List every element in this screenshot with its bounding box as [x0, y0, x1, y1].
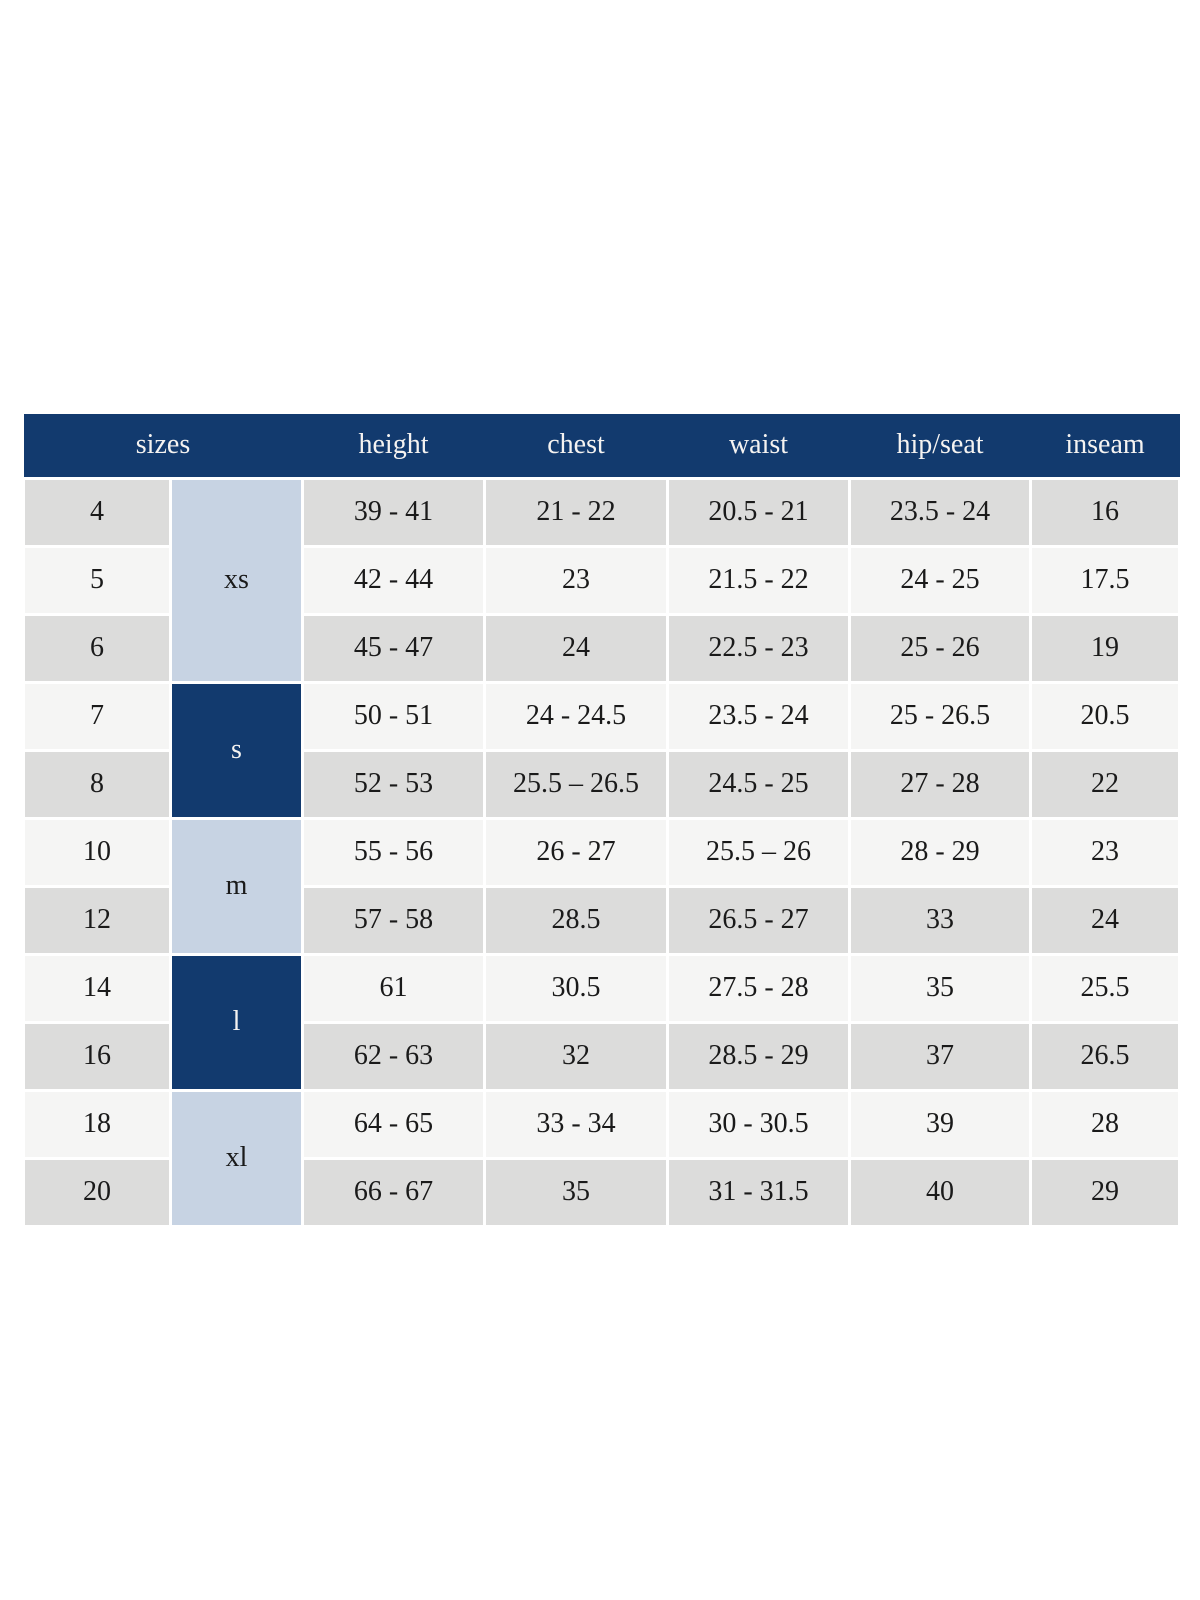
- height-cell: 52 - 53: [301, 748, 486, 820]
- height-cell: 39 - 41: [301, 476, 486, 548]
- table-row: 7 s 50 - 51 24 - 24.5 23.5 - 24 25 - 26.5 20.5: [22, 680, 1181, 820]
- hip-seat-cell: 37: [848, 1020, 1032, 1092]
- inseam-cell: 23: [1029, 816, 1181, 888]
- size-number-cell: 6: [22, 612, 172, 684]
- hip-seat-cell: 33: [848, 884, 1032, 956]
- chest-cell: 23: [483, 544, 669, 616]
- inseam-cell: 24: [1029, 884, 1181, 956]
- height-cell: 57 - 58: [301, 884, 486, 956]
- waist-cell: 24.5 - 25: [666, 748, 851, 820]
- waist-cell: 27.5 - 28: [666, 952, 851, 1024]
- table-row: 14 l 61 30.5 27.5 - 28 35 25.5: [22, 952, 1181, 1092]
- inseam-cell: 26.5: [1029, 1020, 1181, 1092]
- table-row: 12 57 - 58 28.5 26.5 - 27 33 24: [22, 884, 1181, 956]
- column-header-sizes: sizes: [23, 414, 303, 478]
- chest-cell: 35: [483, 1156, 669, 1228]
- size-chart: sizes height chest waist hip/seat inseam…: [22, 414, 1181, 1228]
- size-group-cell-xs: xs: [169, 476, 304, 684]
- height-cell: 42 - 44: [301, 544, 486, 616]
- table-row: 10 m 55 - 56 26 - 27 25.5 – 26 28 - 29 23: [22, 816, 1181, 956]
- height-cell: 66 - 67: [301, 1156, 486, 1228]
- chest-cell: 26 - 27: [483, 816, 669, 888]
- size-number-cell: 12: [22, 884, 172, 956]
- size-number-cell: 10: [22, 816, 172, 888]
- size-group-cell-xl: xl: [169, 1088, 304, 1228]
- inseam-cell: 17.5: [1029, 544, 1181, 616]
- hip-seat-cell: 25 - 26.5: [848, 680, 1032, 752]
- height-cell: 55 - 56: [301, 816, 486, 888]
- column-header-height: height: [302, 414, 485, 478]
- size-number-cell: 8: [22, 748, 172, 820]
- height-cell: 61: [301, 952, 486, 1024]
- waist-cell: 26.5 - 27: [666, 884, 851, 956]
- waist-cell: 31 - 31.5: [666, 1156, 851, 1228]
- header-row: sizes height chest waist hip/seat inseam: [23, 414, 1180, 478]
- inseam-cell: 22: [1029, 748, 1181, 820]
- hip-seat-cell: 23.5 - 24: [848, 476, 1032, 548]
- hip-seat-cell: 39: [848, 1088, 1032, 1160]
- size-chart-table: sizes height chest waist hip/seat inseam…: [22, 414, 1181, 1228]
- hip-seat-cell: 25 - 26: [848, 612, 1032, 684]
- chest-cell: 24 - 24.5: [483, 680, 669, 752]
- chest-cell: 24: [483, 612, 669, 684]
- waist-cell: 20.5 - 21: [666, 476, 851, 548]
- waist-cell: 23.5 - 24: [666, 680, 851, 752]
- waist-cell: 21.5 - 22: [666, 544, 851, 616]
- hip-seat-cell: 28 - 29: [848, 816, 1032, 888]
- inseam-cell: 20.5: [1029, 680, 1181, 752]
- column-header-inseam: inseam: [1030, 414, 1180, 478]
- height-cell: 45 - 47: [301, 612, 486, 684]
- hip-seat-cell: 35: [848, 952, 1032, 1024]
- table-row: 6 45 - 47 24 22.5 - 23 25 - 26 19: [22, 612, 1181, 684]
- chest-cell: 28.5: [483, 884, 669, 956]
- size-group-cell-m: m: [169, 816, 304, 956]
- waist-cell: 25.5 – 26: [666, 816, 851, 888]
- size-number-cell: 5: [22, 544, 172, 616]
- waist-cell: 30 - 30.5: [666, 1088, 851, 1160]
- hip-seat-cell: 24 - 25: [848, 544, 1032, 616]
- inseam-cell: 19: [1029, 612, 1181, 684]
- inseam-cell: 16: [1029, 476, 1181, 548]
- table-row: 16 62 - 63 32 28.5 - 29 37 26.5: [22, 1020, 1181, 1092]
- height-cell: 50 - 51: [301, 680, 486, 752]
- height-cell: 64 - 65: [301, 1088, 486, 1160]
- waist-cell: 28.5 - 29: [666, 1020, 851, 1092]
- size-group-cell-s: s: [169, 680, 304, 820]
- chest-cell: 33 - 34: [483, 1088, 669, 1160]
- chest-cell: 25.5 – 26.5: [483, 748, 669, 820]
- table-row: 4 xs 39 - 41 21 - 22 20.5 - 21 23.5 - 24 16: [22, 476, 1181, 684]
- size-number-cell: 14: [22, 952, 172, 1024]
- table-body: 4 xs 39 - 41 21 - 22 20.5 - 21 23.5 - 24 16 5 42…: [22, 476, 1181, 1228]
- hip-seat-cell: 40: [848, 1156, 1032, 1228]
- size-number-cell: 18: [22, 1088, 172, 1160]
- height-cell: 62 - 63: [301, 1020, 486, 1092]
- size-number-cell: 16: [22, 1020, 172, 1092]
- inseam-cell: 28: [1029, 1088, 1181, 1160]
- size-group-cell-l: l: [169, 952, 304, 1092]
- table-row: 8 52 - 53 25.5 – 26.5 24.5 - 25 27 - 28 22: [22, 748, 1181, 820]
- hip-seat-cell: 27 - 28: [848, 748, 1032, 820]
- chest-cell: 30.5: [483, 952, 669, 1024]
- size-number-cell: 4: [22, 476, 172, 548]
- size-number-cell: 20: [22, 1156, 172, 1228]
- size-number-cell: 7: [22, 680, 172, 752]
- waist-cell: 22.5 - 23: [666, 612, 851, 684]
- table-row: 18 xl 64 - 65 33 - 34 30 - 30.5 39 28: [22, 1088, 1181, 1228]
- chest-cell: 32: [483, 1020, 669, 1092]
- column-header-chest: chest: [484, 414, 668, 478]
- column-header-hip-seat: hip/seat: [849, 414, 1031, 478]
- chest-cell: 21 - 22: [483, 476, 669, 548]
- column-header-waist: waist: [667, 414, 850, 478]
- inseam-cell: 29: [1029, 1156, 1181, 1228]
- inseam-cell: 25.5: [1029, 952, 1181, 1024]
- table-row: 20 66 - 67 35 31 - 31.5 40 29: [22, 1156, 1181, 1228]
- table-row: 5 42 - 44 23 21.5 - 22 24 - 25 17.5: [22, 544, 1181, 616]
